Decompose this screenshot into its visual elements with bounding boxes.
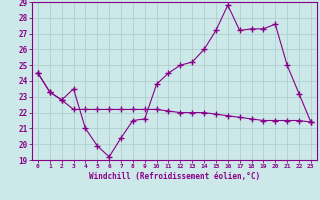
X-axis label: Windchill (Refroidissement éolien,°C): Windchill (Refroidissement éolien,°C) — [89, 172, 260, 181]
